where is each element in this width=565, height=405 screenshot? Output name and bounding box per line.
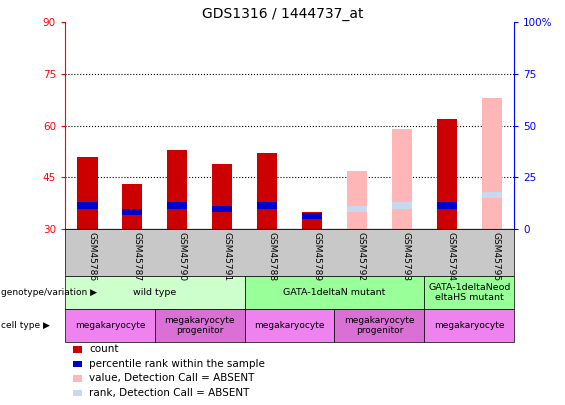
Text: megakaryocyte
progenitor: megakaryocyte progenitor <box>344 316 415 335</box>
Text: cell type ▶: cell type ▶ <box>1 321 50 330</box>
Bar <box>122 184 142 229</box>
Bar <box>392 129 412 229</box>
Text: GATA-1deltaNeod
eltaHS mutant: GATA-1deltaNeod eltaHS mutant <box>428 283 510 302</box>
Text: megakaryocyte: megakaryocyte <box>434 321 505 330</box>
Text: GSM45792: GSM45792 <box>357 232 366 281</box>
Text: GSM45793: GSM45793 <box>402 232 411 281</box>
Bar <box>302 212 322 229</box>
Bar <box>347 171 367 229</box>
Bar <box>77 157 98 229</box>
Bar <box>437 202 457 209</box>
Bar <box>77 202 98 209</box>
Text: GDS1316 / 1444737_at: GDS1316 / 1444737_at <box>202 7 363 21</box>
Bar <box>437 119 457 229</box>
Text: value, Detection Call = ABSENT: value, Detection Call = ABSENT <box>89 373 255 384</box>
Text: genotype/variation ▶: genotype/variation ▶ <box>1 288 97 297</box>
Text: GSM45787: GSM45787 <box>132 232 141 281</box>
Bar <box>257 202 277 209</box>
Bar <box>167 150 188 229</box>
Bar <box>167 202 188 209</box>
Bar <box>481 98 502 229</box>
Bar <box>392 202 412 209</box>
Bar <box>257 153 277 229</box>
Text: megakaryocyte: megakaryocyte <box>254 321 325 330</box>
Text: wild type: wild type <box>133 288 176 297</box>
Bar <box>302 213 322 219</box>
Bar <box>212 164 232 229</box>
Text: rank, Detection Call = ABSENT: rank, Detection Call = ABSENT <box>89 388 250 398</box>
Bar <box>347 206 367 212</box>
Bar <box>481 192 502 198</box>
Text: GSM45786: GSM45786 <box>88 232 97 281</box>
Bar <box>212 206 232 212</box>
Text: GSM45791: GSM45791 <box>222 232 231 281</box>
Bar <box>122 209 142 215</box>
Text: GSM45794: GSM45794 <box>447 232 456 281</box>
Text: percentile rank within the sample: percentile rank within the sample <box>89 359 265 369</box>
Text: megakaryocyte: megakaryocyte <box>75 321 145 330</box>
Text: GSM45790: GSM45790 <box>177 232 186 281</box>
Text: GSM45795: GSM45795 <box>492 232 501 281</box>
Text: GATA-1deltaN mutant: GATA-1deltaN mutant <box>283 288 386 297</box>
Text: count: count <box>89 344 119 354</box>
Text: GSM45788: GSM45788 <box>267 232 276 281</box>
Text: GSM45789: GSM45789 <box>312 232 321 281</box>
Text: megakaryocyte
progenitor: megakaryocyte progenitor <box>164 316 235 335</box>
